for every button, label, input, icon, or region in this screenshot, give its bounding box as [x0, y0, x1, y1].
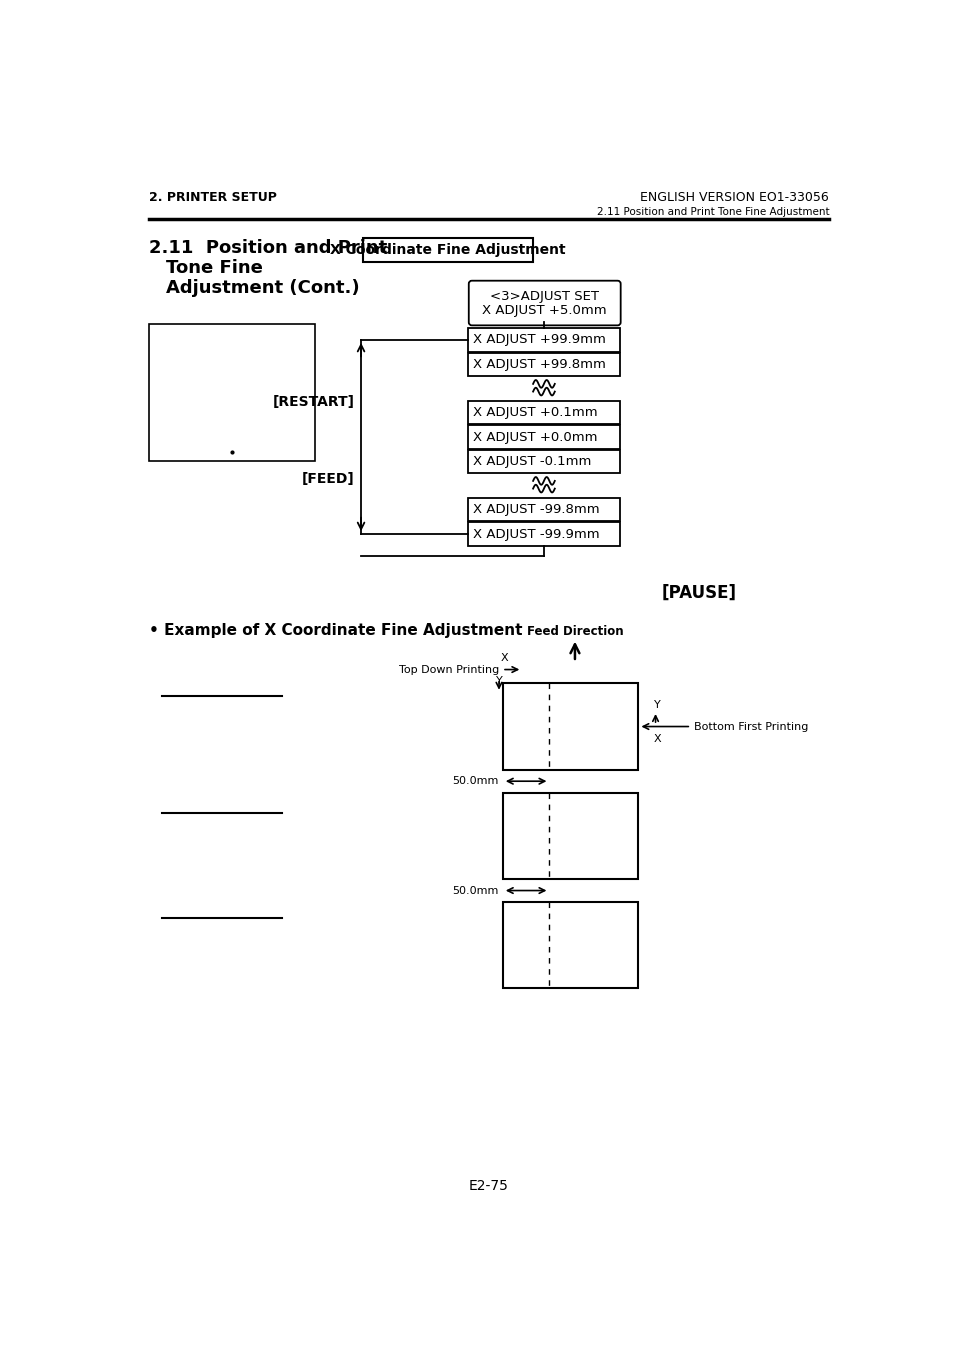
- Text: [PAUSE]: [PAUSE]: [660, 584, 736, 601]
- Bar: [502, 793, 638, 880]
- FancyBboxPatch shape: [468, 281, 620, 326]
- Bar: [502, 684, 638, 770]
- Text: Top Down Printing: Top Down Printing: [398, 665, 498, 674]
- Text: Bottom First Printing: Bottom First Printing: [694, 721, 808, 731]
- Bar: [149, 324, 315, 461]
- Text: 50.0mm: 50.0mm: [452, 777, 498, 786]
- Text: X ADJUST +5.0mm: X ADJUST +5.0mm: [482, 304, 606, 317]
- Text: 2.11  Position and Print: 2.11 Position and Print: [149, 239, 387, 257]
- Text: X: X: [500, 653, 508, 662]
- Text: X Coordinate Fine Adjustment: X Coordinate Fine Adjustment: [330, 243, 565, 257]
- Text: 2.11 Position and Print Tone Fine Adjustment: 2.11 Position and Print Tone Fine Adjust…: [596, 207, 828, 216]
- Text: ENGLISH VERSION EO1-33056: ENGLISH VERSION EO1-33056: [639, 192, 828, 204]
- Text: X ADJUST +99.8mm: X ADJUST +99.8mm: [473, 358, 606, 372]
- Bar: [468, 426, 619, 449]
- Text: X ADJUST +0.0mm: X ADJUST +0.0mm: [473, 431, 598, 443]
- Text: X ADJUST +99.9mm: X ADJUST +99.9mm: [473, 334, 606, 346]
- Text: X ADJUST -0.1mm: X ADJUST -0.1mm: [473, 455, 591, 469]
- Bar: [468, 450, 619, 473]
- Text: X ADJUST -99.9mm: X ADJUST -99.9mm: [473, 527, 599, 540]
- Text: Y: Y: [496, 676, 502, 686]
- Text: [RESTART]: [RESTART]: [273, 396, 355, 409]
- Bar: [468, 497, 619, 521]
- Text: 50.0mm: 50.0mm: [452, 885, 498, 896]
- Text: • Example of X Coordinate Fine Adjustment: • Example of X Coordinate Fine Adjustmen…: [149, 623, 521, 639]
- Bar: [468, 328, 619, 351]
- Bar: [468, 401, 619, 424]
- Text: Y: Y: [654, 700, 660, 709]
- Text: [FEED]: [FEED]: [302, 473, 355, 486]
- Text: Tone Fine: Tone Fine: [166, 259, 262, 277]
- Text: <3>ADJUST SET: <3>ADJUST SET: [490, 290, 598, 304]
- Text: X: X: [654, 734, 661, 744]
- Bar: [502, 902, 638, 989]
- Bar: [362, 238, 533, 262]
- Bar: [468, 353, 619, 376]
- Text: X ADJUST +0.1mm: X ADJUST +0.1mm: [473, 405, 598, 419]
- Text: Feed Direction: Feed Direction: [526, 626, 622, 638]
- Text: X ADJUST -99.8mm: X ADJUST -99.8mm: [473, 503, 599, 516]
- Text: 2. PRINTER SETUP: 2. PRINTER SETUP: [149, 192, 276, 204]
- Text: Adjustment (Cont.): Adjustment (Cont.): [166, 280, 359, 297]
- Bar: [468, 523, 619, 546]
- Text: E2-75: E2-75: [469, 1178, 508, 1193]
